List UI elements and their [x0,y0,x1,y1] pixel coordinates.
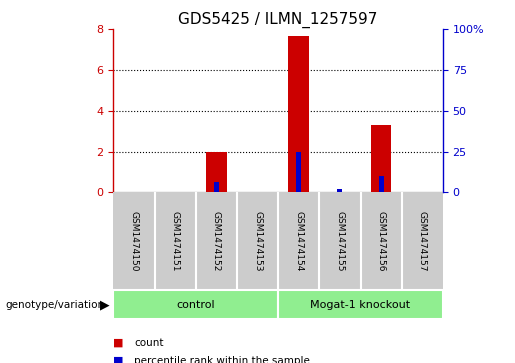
Bar [288,36,309,192]
Text: ▶: ▶ [100,298,110,311]
Text: GSM1474151: GSM1474151 [170,211,180,272]
Text: GSM1474152: GSM1474152 [212,211,221,272]
Text: percentile rank within the sample: percentile rank within the sample [134,356,310,363]
Bar [371,125,391,192]
Bar [337,189,342,192]
Bar [296,152,301,192]
Text: GSM1474155: GSM1474155 [335,211,345,272]
Bar [214,182,219,192]
Text: control: control [176,300,215,310]
Bar [113,290,278,319]
Text: ■: ■ [113,356,124,363]
Text: Mogat-1 knockout: Mogat-1 knockout [311,300,410,310]
Text: GSM1474154: GSM1474154 [294,211,303,272]
Bar [379,176,384,192]
Bar [206,152,227,192]
Text: genotype/variation: genotype/variation [5,300,104,310]
Title: GDS5425 / ILMN_1257597: GDS5425 / ILMN_1257597 [178,12,378,28]
Text: ■: ■ [113,338,124,348]
Text: GSM1474157: GSM1474157 [418,211,427,272]
Text: GSM1474150: GSM1474150 [129,211,139,272]
Text: GSM1474156: GSM1474156 [376,211,386,272]
Text: count: count [134,338,163,348]
Text: GSM1474153: GSM1474153 [253,211,262,272]
Bar [278,290,443,319]
